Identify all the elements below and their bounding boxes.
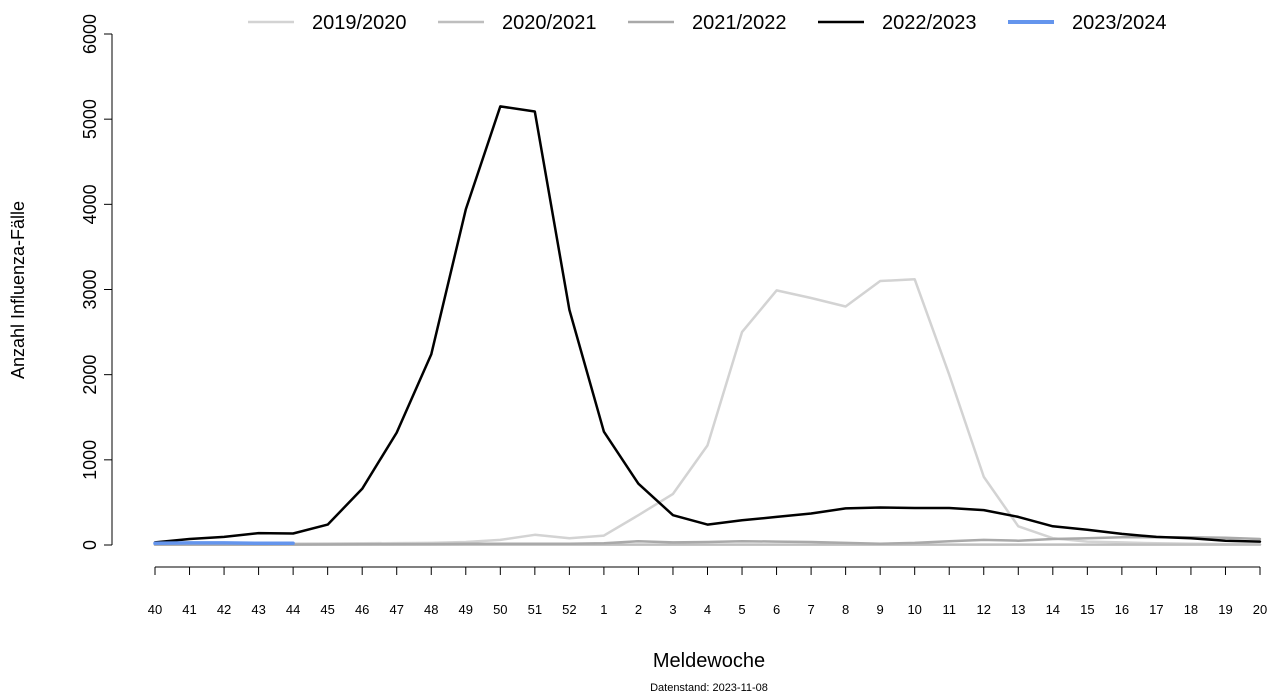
x-tick-label: 13	[1011, 602, 1025, 617]
y-tick-label: 1000	[80, 440, 100, 480]
x-axis: 40 41 42 43 44 45 46 47 48 49 50 51 52 1 2 3 4 5 6 7 8 9 10 11 1…	[148, 566, 1267, 617]
x-tick-label: 5	[738, 602, 745, 617]
x-tick-label: 46	[355, 602, 369, 617]
series-line-2021-2022	[153, 536, 1262, 546]
x-tick-label: 15	[1080, 602, 1094, 617]
x-tick-label: 16	[1115, 602, 1129, 617]
x-axis-label: Meldewoche	[653, 650, 765, 672]
x-tick-label: 47	[389, 602, 403, 617]
y-tick-label: 2000	[80, 355, 100, 395]
x-tick-label: 51	[528, 602, 542, 617]
x-tick-label: 45	[320, 602, 334, 617]
x-tick-label: 1	[600, 602, 607, 617]
x-tick-label: 10	[907, 602, 921, 617]
x-tick-label: 6	[773, 602, 780, 617]
y-tick-label: 6000	[80, 14, 100, 54]
x-tick-label: 44	[286, 602, 300, 617]
legend-label: 2023/2024	[1072, 12, 1167, 34]
x-tick-label: 4	[704, 602, 711, 617]
x-tick-label: 52	[562, 602, 576, 617]
series-layer	[153, 105, 1262, 546]
x-tick-label: 42	[217, 602, 231, 617]
x-tick-label: 43	[251, 602, 265, 617]
series-line-2022-2023	[153, 105, 1262, 544]
x-tick-label: 40	[148, 602, 162, 617]
legend: 2019/2020 2020/2021 2021/2022 2022/2023 2023…	[248, 12, 1167, 34]
y-axis-label: Anzahl Influenza-Fälle	[8, 201, 28, 379]
y-tick-label: 4000	[80, 184, 100, 224]
x-tick-label: 7	[807, 602, 814, 617]
x-tick-label: 41	[182, 602, 196, 617]
x-tick-label: 20	[1253, 602, 1267, 617]
legend-label: 2021/2022	[692, 12, 787, 34]
x-tick-label: 14	[1046, 602, 1060, 617]
x-tick-label: 49	[459, 602, 473, 617]
legend-label: 2019/2020	[312, 12, 407, 34]
x-tick-label: 48	[424, 602, 438, 617]
x-tick-label: 2	[635, 602, 642, 617]
y-tick-label: 3000	[80, 269, 100, 309]
x-tick-label: 17	[1149, 602, 1163, 617]
x-tick-label: 12	[977, 602, 991, 617]
x-tick-label: 18	[1184, 602, 1198, 617]
x-tick-label: 19	[1218, 602, 1232, 617]
x-tick-label: 3	[669, 602, 676, 617]
x-tick-label: 50	[493, 602, 507, 617]
data-date-note: Datenstand: 2023-11-08	[650, 682, 768, 694]
x-tick-label: 9	[877, 602, 884, 617]
y-tick-label: 5000	[80, 99, 100, 139]
legend-label: 2022/2023	[882, 12, 977, 34]
x-tick-label: 8	[842, 602, 849, 617]
x-tick-label: 11	[942, 602, 956, 617]
y-axis: 0 1000 2000 3000 4000 5000 6000	[80, 14, 113, 550]
y-tick-label: 0	[80, 540, 100, 550]
legend-label: 2020/2021	[502, 12, 597, 34]
series-line-2019-2020	[153, 278, 1262, 546]
